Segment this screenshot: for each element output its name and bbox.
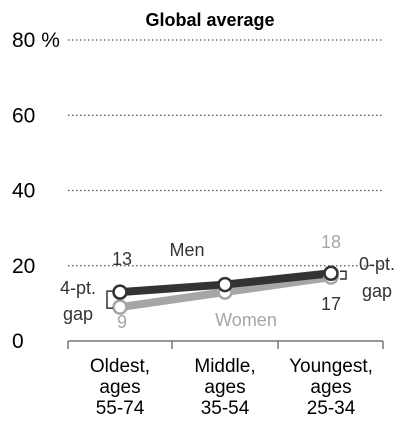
- x-tick-line: ages: [204, 377, 245, 398]
- x-tick-label: Youngest, ages 25-34: [289, 356, 373, 419]
- point-men: [323, 265, 339, 282]
- x-tick-label: Oldest, ages 55-74: [90, 356, 150, 419]
- x-tick-label: Middle, ages 35-54: [194, 356, 255, 419]
- x-tick-line: 55-74: [96, 398, 145, 419]
- y-tick-label: 20: [12, 255, 35, 278]
- gap-annotation-line: 0-pt.: [359, 254, 395, 274]
- y-axis: 0 20 40 60 80 %: [12, 29, 60, 353]
- gap-annotation-line: gap: [63, 304, 93, 324]
- gap-annotation-right: 0-pt. gap: [359, 254, 395, 301]
- gap-annotation-line: 4-pt.: [60, 278, 96, 298]
- x-tick-line: ages: [310, 377, 351, 398]
- point-men: [217, 276, 233, 293]
- gap-annotation-left: 4-pt. gap: [60, 278, 96, 324]
- gridlines: [68, 39, 383, 267]
- x-tick-line: 35-54: [201, 398, 250, 419]
- y-tick-label: 40: [12, 180, 35, 203]
- chart-title: Global average: [145, 10, 274, 30]
- data-label: 13: [112, 249, 132, 269]
- x-tick-line: Middle,: [194, 356, 255, 377]
- point-women: [112, 299, 128, 315]
- x-tick-line: Youngest,: [289, 356, 373, 377]
- data-label: 17: [321, 294, 341, 314]
- series-points: [112, 265, 339, 315]
- series-label-men: Men: [169, 240, 204, 260]
- y-tick-label: 60: [12, 104, 35, 127]
- y-tick-label: 80 %: [12, 29, 60, 52]
- series-label-women: Women: [215, 310, 277, 330]
- gap-bracket-right: [340, 270, 347, 280]
- y-tick-label: 0: [12, 330, 24, 353]
- data-labels: 13 9 18 17 Men Women 4-pt. gap 0-pt. gap: [60, 232, 395, 332]
- point-men: [112, 284, 128, 300]
- x-tick-line: Oldest,: [90, 356, 150, 377]
- gap-annotation-line: gap: [362, 281, 392, 301]
- gap-bracket-left: [106, 290, 113, 309]
- data-label: 9: [117, 312, 127, 332]
- x-tick-line: ages: [99, 377, 140, 398]
- data-label: 18: [321, 232, 341, 252]
- x-tick-line: 25-34: [307, 398, 356, 419]
